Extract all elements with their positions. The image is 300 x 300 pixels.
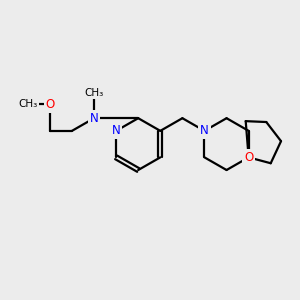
Text: N: N <box>200 124 209 137</box>
Text: N: N <box>90 112 98 125</box>
Text: CH₃: CH₃ <box>84 88 104 98</box>
Text: O: O <box>244 151 253 164</box>
Text: CH₃: CH₃ <box>18 99 38 110</box>
Text: N: N <box>112 124 121 137</box>
Text: O: O <box>45 98 55 111</box>
